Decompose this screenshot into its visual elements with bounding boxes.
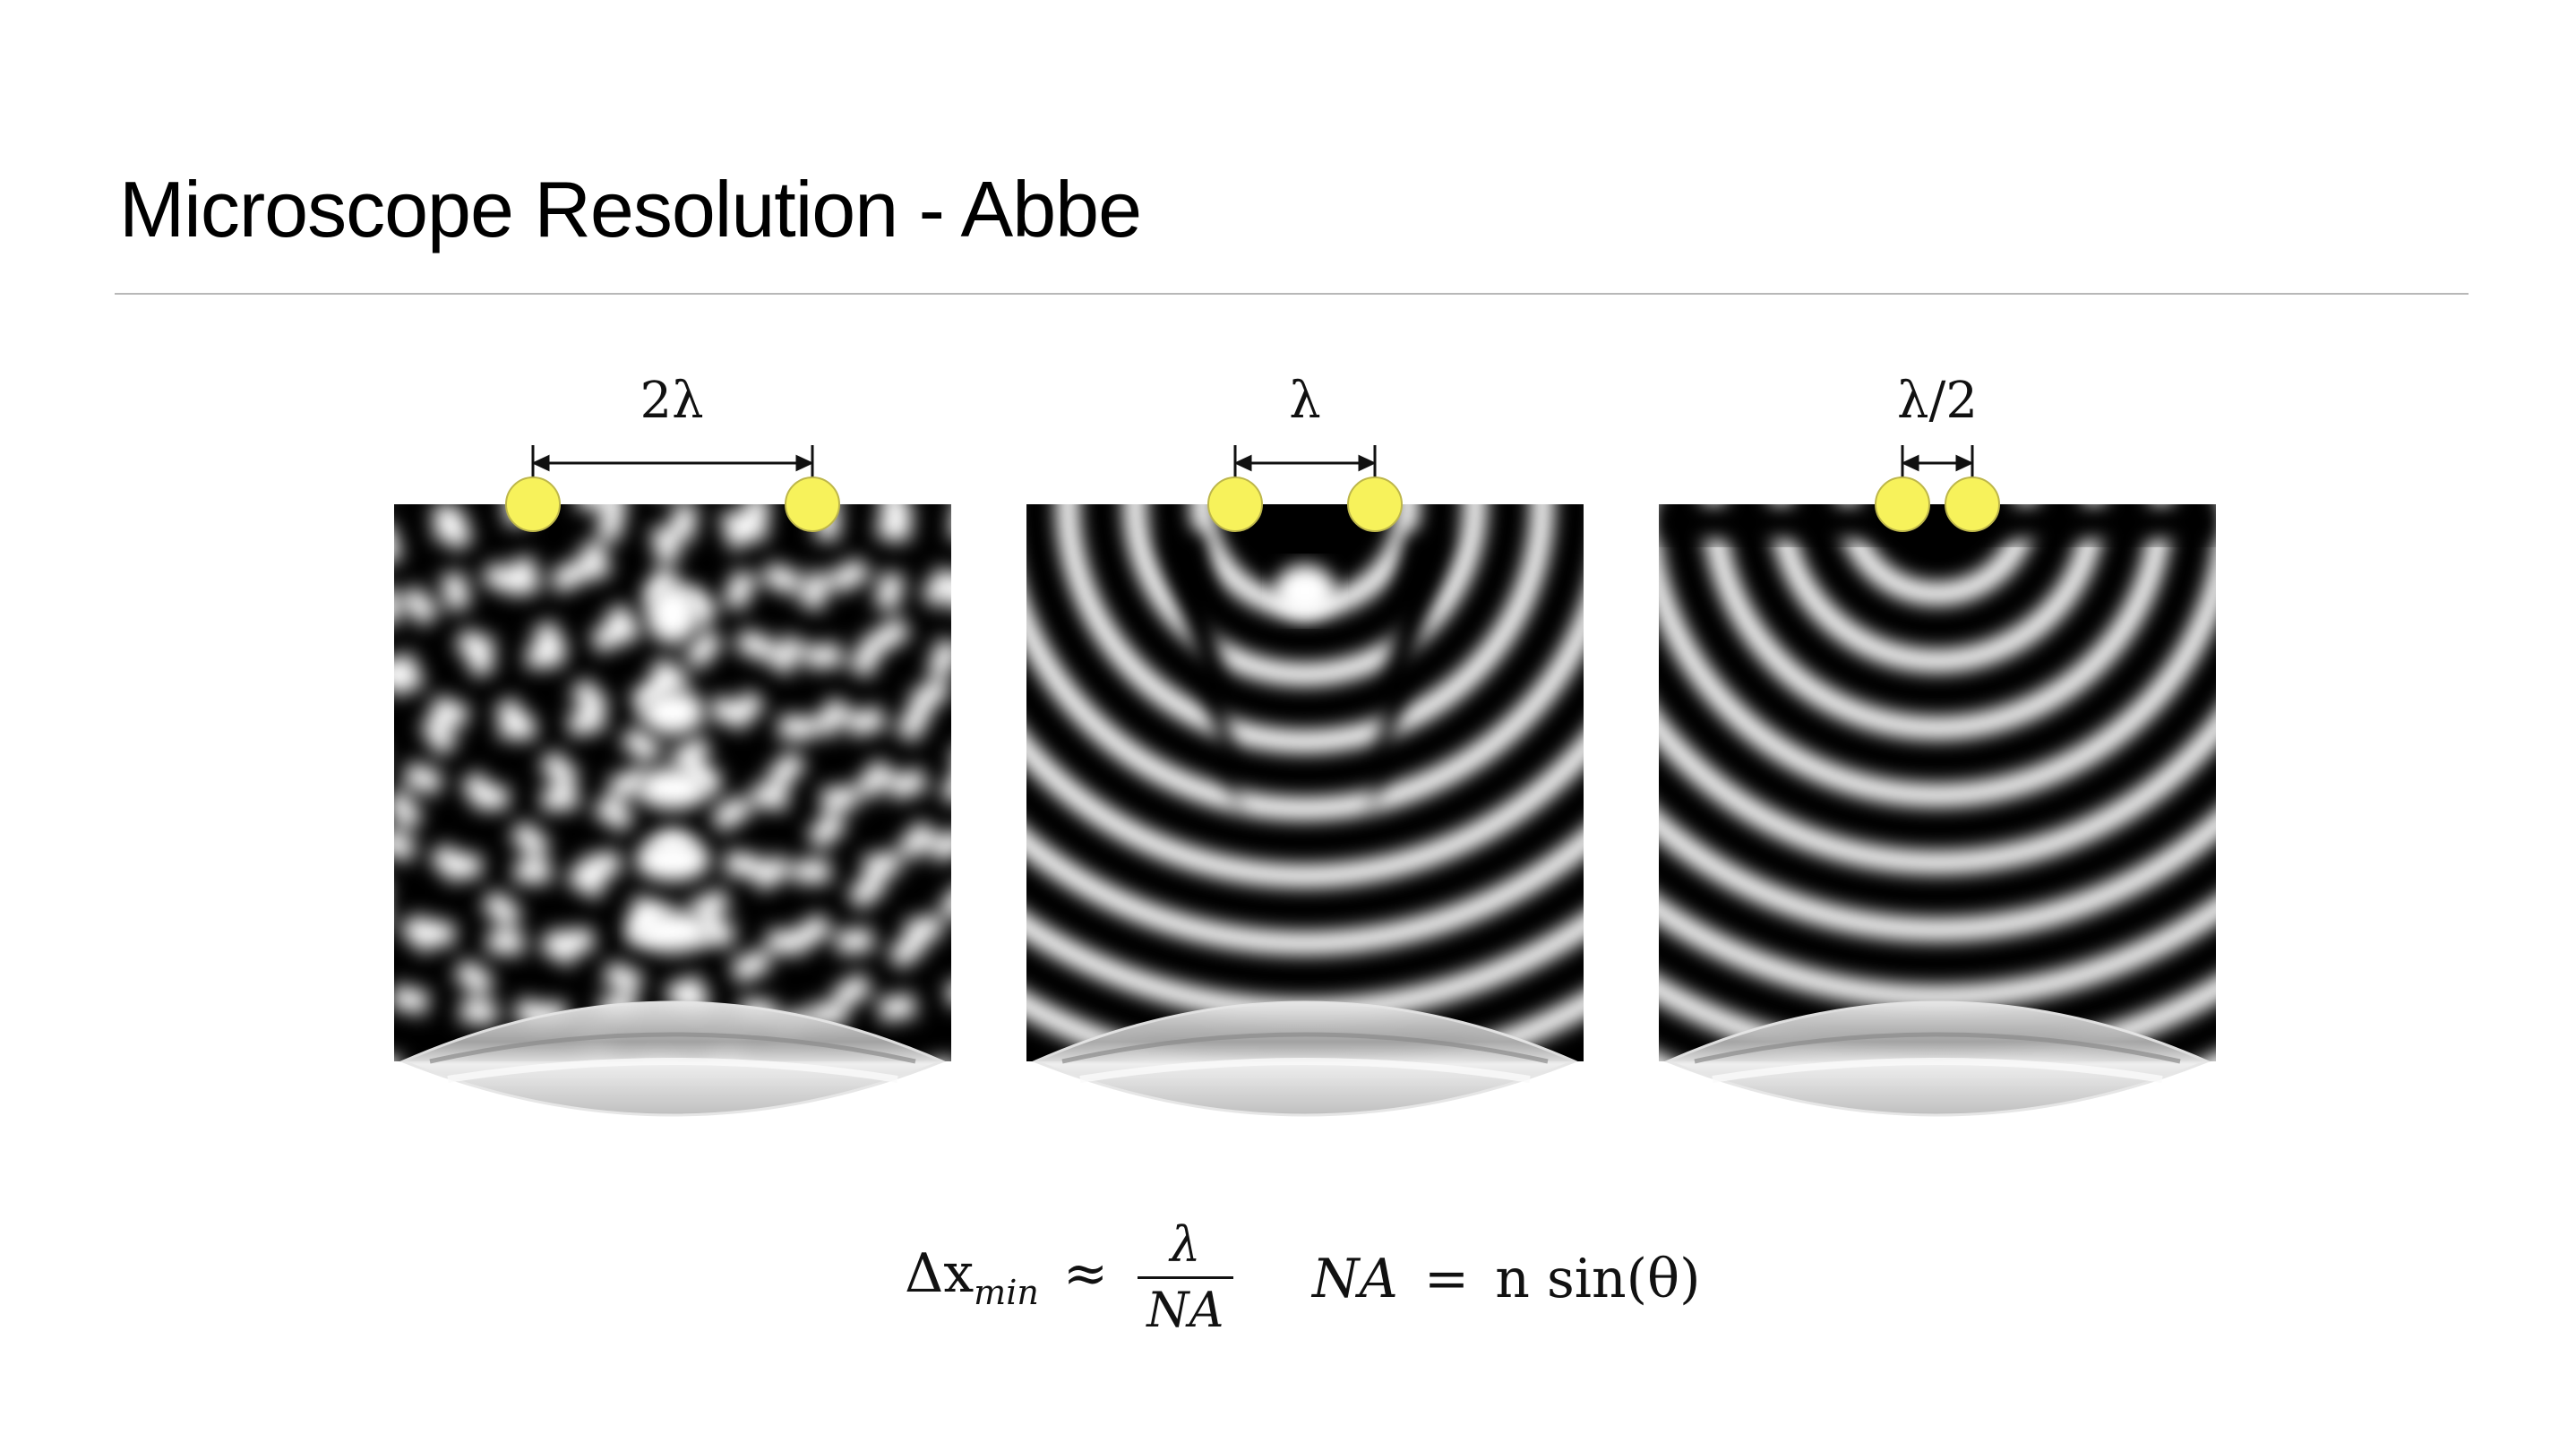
numerical-aperture-formula: NA = n sin(θ) <box>1312 1248 1701 1310</box>
objective-lens <box>1032 1000 1578 1117</box>
panel-half-lambda <box>1659 445 2216 1151</box>
delta-x-subscript: min <box>974 1273 1039 1313</box>
slide-title: Microscope Resolution - Abbe <box>119 165 1142 253</box>
title-divider <box>115 293 2469 295</box>
interference-diagram-lambda <box>1026 445 1584 1117</box>
separation-arrow <box>1901 445 1974 479</box>
separation-label-lambda: λ <box>1289 372 1321 430</box>
objective-lens <box>399 1000 946 1117</box>
fraction: λ NA <box>1138 1214 1233 1342</box>
separation-arrow <box>1233 445 1377 479</box>
objective-lens <box>1664 1000 2211 1117</box>
na-rhs: n sin(θ) <box>1495 1248 1701 1310</box>
approx-symbol: ≈ <box>1062 1242 1109 1306</box>
point-source-left <box>1875 477 1930 532</box>
fraction-denominator: NA <box>1138 1276 1233 1342</box>
interference-diagram-half-lambda <box>1659 445 2216 1117</box>
point-source-right <box>1347 477 1403 532</box>
point-source-right <box>1945 477 2000 532</box>
point-source-right <box>785 477 840 532</box>
separation-arrow <box>531 445 814 479</box>
point-source-left <box>1207 477 1263 532</box>
panel-2lambda <box>394 445 951 1151</box>
resolution-formula: Δxmin ≈ λ NA <box>905 1214 1239 1342</box>
fraction-numerator: λ <box>1170 1216 1201 1273</box>
panel-lambda <box>1026 445 1584 1151</box>
na-lhs: NA <box>1312 1248 1398 1310</box>
point-source-left <box>505 477 561 532</box>
separation-label-2lambda: 2λ <box>640 372 704 430</box>
delta-x: Δx <box>905 1242 975 1306</box>
interference-diagram-2lambda <box>394 445 951 1117</box>
na-equals: = <box>1423 1248 1470 1310</box>
separation-label-half-lambda: λ/2 <box>1897 372 1978 430</box>
